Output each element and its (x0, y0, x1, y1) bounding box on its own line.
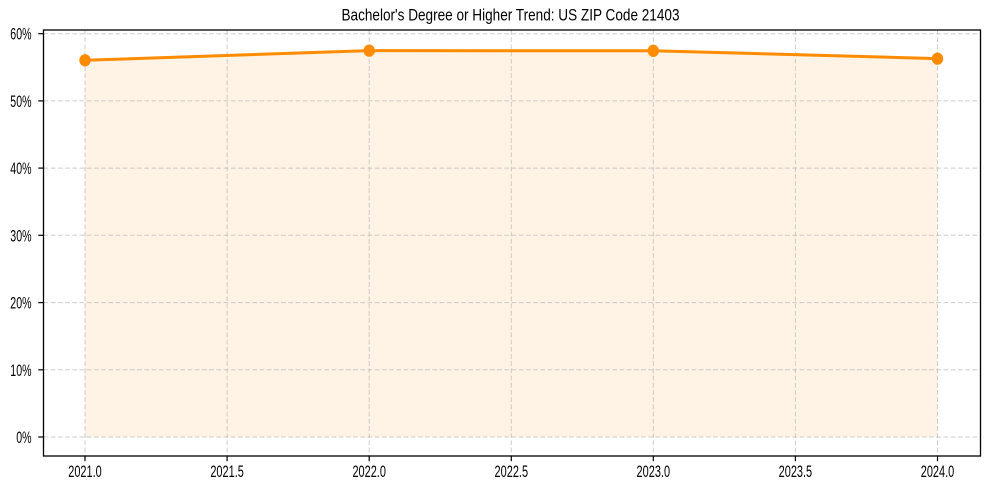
svg-text:2021.5: 2021.5 (210, 463, 244, 481)
svg-text:50%: 50% (10, 93, 31, 111)
svg-text:60%: 60% (10, 26, 31, 44)
svg-text:0%: 0% (16, 429, 31, 447)
svg-text:30%: 30% (10, 227, 31, 245)
svg-text:2023.5: 2023.5 (779, 463, 813, 481)
svg-text:2022.5: 2022.5 (495, 463, 529, 481)
svg-text:20%: 20% (10, 295, 31, 313)
svg-text:2024.0: 2024.0 (921, 463, 955, 481)
svg-text:Bachelor's Degree or Higher Tr: Bachelor's Degree or Higher Trend: US ZI… (342, 6, 680, 24)
svg-text:10%: 10% (10, 362, 31, 380)
svg-text:40%: 40% (10, 160, 31, 178)
svg-text:2023.0: 2023.0 (637, 463, 671, 481)
svg-text:2022.0: 2022.0 (352, 463, 386, 481)
svg-text:2021.0: 2021.0 (68, 463, 102, 481)
